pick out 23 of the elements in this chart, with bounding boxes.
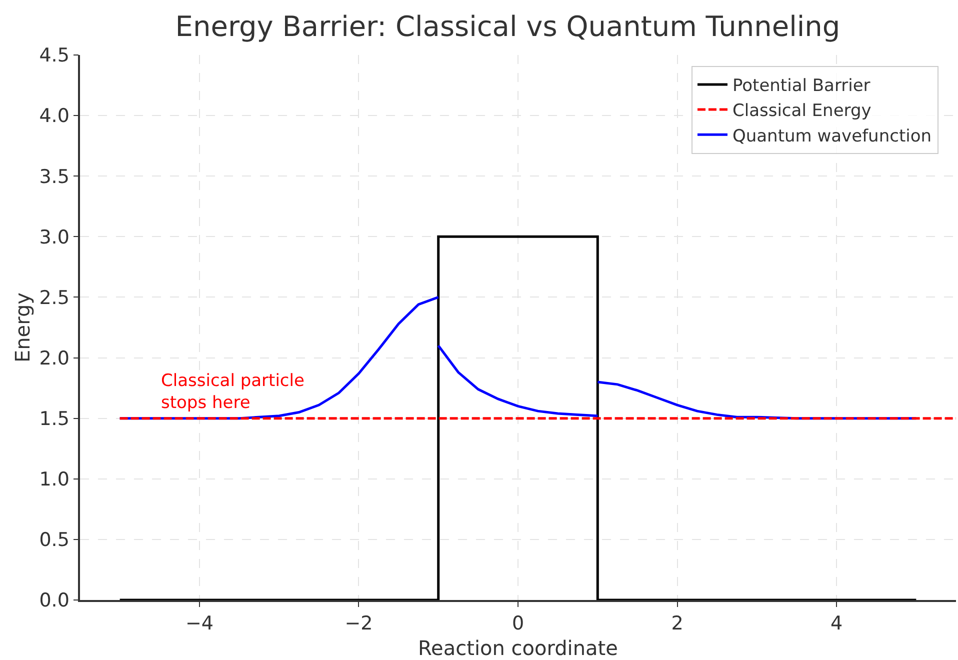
y-tick-label: 4.0 xyxy=(39,105,70,128)
legend-label: Classical Energy xyxy=(732,101,872,122)
legend-label: Potential Barrier xyxy=(732,76,870,96)
annotation: Classical particle stops here xyxy=(161,371,304,414)
y-axis-title: Energy xyxy=(10,292,34,363)
y-tick-label: 0.5 xyxy=(39,529,70,552)
y-tick-label: 3.5 xyxy=(39,166,70,188)
x-axis-title: Reaction coordinate xyxy=(418,636,618,660)
y-tick-label: 2.0 xyxy=(39,347,70,370)
line-series xyxy=(437,344,599,418)
chart-title: Energy Barrier: Classical vs Quantum Tunneling xyxy=(175,10,840,44)
x-tick-label: 2 xyxy=(671,612,684,635)
x-tick-label: 0 xyxy=(512,612,524,635)
x-tick-label: 4 xyxy=(830,612,843,635)
y-tick-label: 1.5 xyxy=(39,408,70,430)
y-tick-label: 3.0 xyxy=(39,226,70,248)
x-tick-label: −4 xyxy=(185,612,214,635)
y-tick-label: 2.5 xyxy=(39,286,70,309)
y-tick-label: 4.5 xyxy=(39,44,70,67)
legend-label: Quantum wavefunction xyxy=(732,126,932,146)
x-tick-label: −2 xyxy=(344,612,373,635)
y-tick-label: 1.0 xyxy=(39,468,70,491)
y-tick-label: 0.0 xyxy=(39,590,70,612)
